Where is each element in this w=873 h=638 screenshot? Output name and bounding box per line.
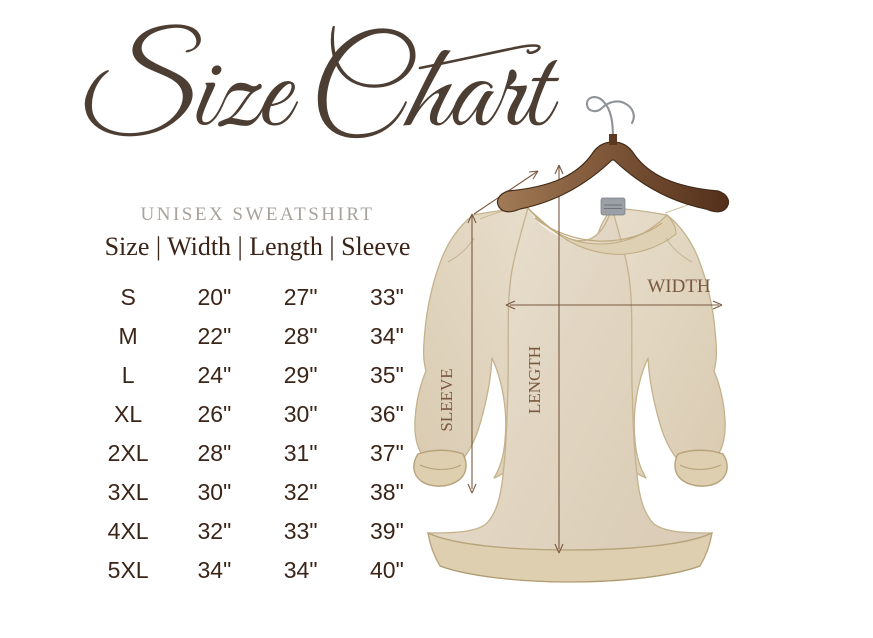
svg-text:LENGTH: LENGTH: [525, 346, 544, 414]
svg-text:SLEEVE: SLEEVE: [437, 368, 456, 431]
svg-text:WIDTH: WIDTH: [647, 276, 711, 297]
